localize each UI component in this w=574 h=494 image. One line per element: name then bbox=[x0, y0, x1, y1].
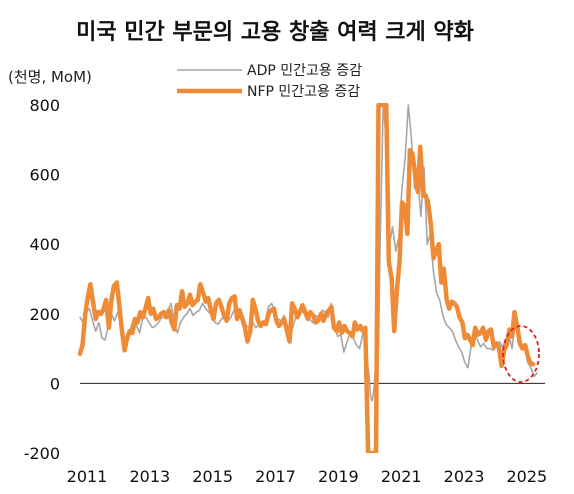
x-tick-label: 2023 bbox=[444, 467, 485, 486]
series-line-nfp bbox=[78, 103, 536, 453]
y-tick-label: 200 bbox=[29, 305, 60, 324]
y-tick-label: 0 bbox=[50, 374, 60, 393]
legend: ADP 민간고용 증감 NFP 민간고용 증감 bbox=[177, 63, 362, 100]
y-tick-label: -200 bbox=[24, 444, 60, 463]
axes: -200 0 200 400 600 800 2011 2013 2015 2017 2019 202… bbox=[24, 96, 548, 486]
y-tick-label: 800 bbox=[29, 96, 60, 115]
x-tick-label: 2017 bbox=[255, 467, 296, 486]
x-tick-label: 2021 bbox=[381, 467, 422, 486]
x-tick-label: 2013 bbox=[129, 467, 170, 486]
legend-label-adp: ADP 민간고용 증감 bbox=[247, 63, 362, 79]
x-tick-label: 2019 bbox=[318, 467, 359, 486]
y-tick-label: 600 bbox=[29, 166, 60, 185]
x-tick-label: 2011 bbox=[67, 467, 108, 486]
series-layer bbox=[78, 103, 538, 453]
legend-label-nfp: NFP 민간고용 증감 bbox=[247, 84, 360, 100]
chart-title: 미국 민간 부문의 고용 창출 여력 크게 약화 bbox=[76, 20, 474, 45]
y-tick-label: 400 bbox=[29, 235, 60, 254]
y-axis-unit-label: (천명, MoM) bbox=[8, 68, 92, 86]
x-tick-label: 2025 bbox=[507, 467, 548, 486]
highlight-ellipse bbox=[502, 325, 540, 383]
series-line-adp bbox=[79, 104, 538, 402]
x-tick-label: 2015 bbox=[192, 467, 233, 486]
